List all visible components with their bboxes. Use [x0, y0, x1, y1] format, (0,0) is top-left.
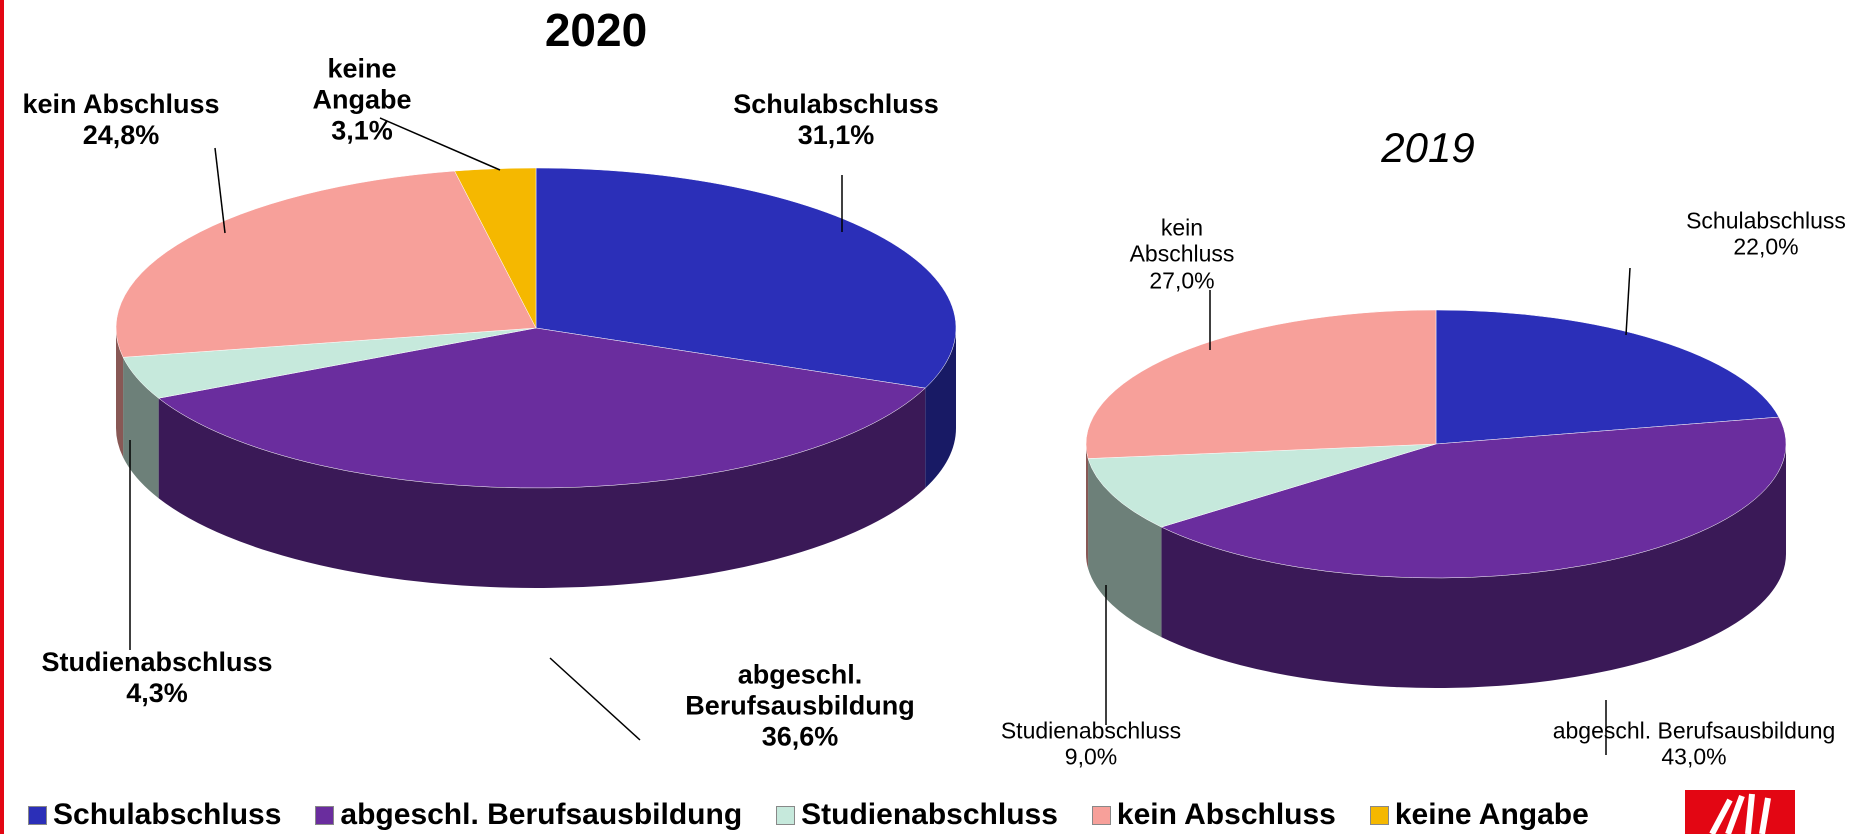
label-name: Schulabschluss: [733, 88, 939, 119]
slice-side: [925, 328, 956, 489]
legend-item: Studienabschluss: [776, 798, 1058, 832]
leader-line: [379, 117, 501, 171]
legend-item: keine Angabe: [1369, 798, 1589, 832]
label-name: Studienabschluss: [41, 646, 273, 677]
label-name: Studienabschluss: [1000, 717, 1182, 744]
label-value: 36,6%: [761, 721, 839, 752]
data-label: keine Angabe 3,1%: [302, 53, 422, 146]
leader-line: [549, 657, 641, 741]
leader-line: [214, 147, 226, 234]
data-label: abgeschl. Berufsausbildung 43,0%: [1514, 718, 1870, 771]
legend-label: kein Abschluss: [1116, 798, 1336, 831]
data-label: Studienabschluss 9,0%: [961, 718, 1221, 771]
label-name: kein Abschluss: [1129, 214, 1235, 267]
label-value: 43,0%: [1661, 744, 1727, 770]
label-name: Schulabschluss: [1686, 207, 1846, 234]
slice-side: [1161, 444, 1786, 688]
data-label: kein Abschluss 24,8%: [0, 89, 271, 151]
legend-item: Schulabschluss: [28, 798, 281, 832]
label-name: kein Abschluss: [22, 88, 220, 119]
slice: [1085, 309, 1437, 459]
data-label: Studienabschluss 4,3%: [7, 647, 307, 709]
leader-line: [1625, 267, 1631, 336]
label-value: 3,1%: [331, 115, 393, 146]
label-value: 9,0%: [1064, 744, 1118, 770]
data-label: Schulabschluss 31,1%: [706, 89, 966, 151]
legend-swatch: [1091, 805, 1111, 825]
legend: Schulabschluss abgeschl. Berufsausbildung…: [28, 798, 1589, 832]
slice-side: [116, 328, 124, 458]
slice: [1087, 443, 1437, 528]
legend-swatch: [28, 805, 47, 825]
label-value: 27,0%: [1149, 267, 1215, 294]
legend-item: abgeschl. Berufsausbildung: [315, 798, 742, 832]
side-bar: [0, 0, 4, 834]
label-name: abgeschl. Berufsausbildung: [685, 659, 915, 721]
legend-label: abgeschl. Berufsausbildung: [340, 798, 743, 831]
chart-title: 2020: [544, 4, 648, 56]
legend-swatch: [315, 805, 335, 825]
data-label: kein Abschluss 27,0%: [1117, 214, 1247, 293]
legend-swatch: [776, 805, 796, 825]
data-label: abgeschl. Berufsausbildung 36,6%: [670, 659, 930, 752]
legend-label: Studienabschluss: [801, 798, 1058, 831]
data-label: Schulabschluss 22,0%: [1656, 208, 1870, 261]
slice: [115, 170, 537, 358]
logo: [1685, 790, 1795, 834]
chart-title: 2019: [1381, 124, 1475, 171]
label-value: 31,1%: [797, 120, 875, 150]
legend-swatch: [1369, 805, 1389, 825]
label-value: 24,8%: [82, 120, 160, 150]
slice: [1435, 309, 1780, 445]
slice: [1160, 416, 1787, 579]
slice: [158, 327, 926, 489]
slice-side: [123, 357, 159, 499]
legend-label: Schulabschluss: [53, 798, 282, 831]
label-value: 22,0%: [1733, 234, 1799, 260]
label-value: 4,3%: [126, 678, 188, 708]
slice-side: [1086, 444, 1089, 569]
label-name: keine Angabe: [312, 53, 412, 115]
legend-label: keine Angabe: [1394, 798, 1589, 831]
legend-item: kein Abschluss: [1091, 798, 1336, 832]
slice: [535, 167, 957, 389]
slice: [454, 167, 537, 329]
label-name: abgeschl. Berufsausbildung: [1552, 717, 1836, 744]
